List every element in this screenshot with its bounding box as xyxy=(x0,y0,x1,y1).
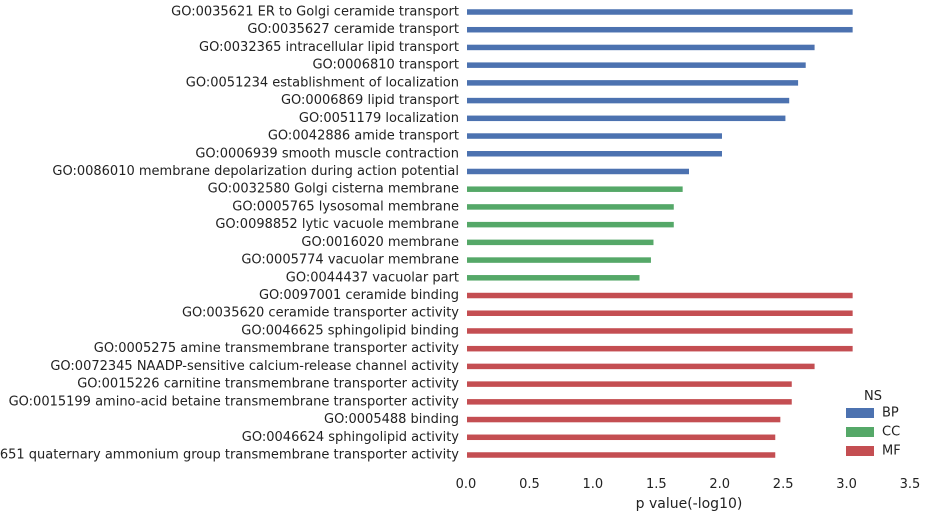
category-label: GO:0098852 lytic vacuole membrane xyxy=(215,217,459,232)
category-label: GO:0006869 lipid transport xyxy=(281,93,459,108)
x-tick-label: 0.5 xyxy=(519,477,540,492)
category-label: GO:0051179 localization xyxy=(299,111,459,126)
category-label: GO:0015651 quaternary ammonium group tra… xyxy=(0,448,459,463)
category-label: GO:0005765 lysosomal membrane xyxy=(232,199,459,214)
x-tick-label: 1.0 xyxy=(583,477,604,492)
category-label: GO:0046624 sphingolipid activity xyxy=(242,430,460,445)
category-label: GO:0035620 ceramide transporter activity xyxy=(182,306,459,321)
bar-mf xyxy=(467,452,776,458)
bar-bp xyxy=(467,26,853,33)
legend-title: NS xyxy=(864,389,882,404)
bar-mf xyxy=(467,310,853,316)
category-label: GO:0032580 Golgi cisterna membrane xyxy=(208,182,459,197)
x-axis-title: p value(-log10) xyxy=(636,496,743,512)
category-label: GO:0006810 transport xyxy=(312,58,459,73)
x-tick-label: 1.5 xyxy=(646,477,667,492)
category-label: GO:0005774 vacuolar membrane xyxy=(241,253,459,268)
bar-bp xyxy=(467,44,815,51)
category-label: GO:0046625 sphingolipid binding xyxy=(241,323,459,338)
category-label: GO:0015226 carnitine transmembrane trans… xyxy=(77,377,459,392)
bar-mf xyxy=(467,381,792,387)
bar-mf xyxy=(467,363,815,370)
category-label: GO:0051234 establishment of localization xyxy=(186,75,459,90)
category-label: GO:0035627 ceramide transport xyxy=(247,22,459,37)
category-label: GO:0042886 amide transport xyxy=(268,129,459,144)
x-axis-ticks: 0.0 0.5 1.0 1.5 2.0 2.5 3.0 3.5 xyxy=(456,477,921,492)
legend-swatch-mf xyxy=(846,446,874,456)
category-label: GO:0006939 smooth muscle contraction xyxy=(195,146,459,161)
bar-bp xyxy=(467,80,799,86)
legend-swatch-bp xyxy=(846,408,874,418)
x-tick-label: 2.5 xyxy=(773,477,794,492)
bar-mf xyxy=(467,292,853,299)
bar-cc xyxy=(467,221,674,228)
category-label: GO:0097001 ceramide binding xyxy=(259,288,459,303)
bar-mf xyxy=(467,416,781,423)
bar-bp xyxy=(467,168,689,175)
legend-label-bp: BP xyxy=(882,406,899,421)
legend-label-mf: MF xyxy=(882,444,901,459)
category-label: GO:0072345 NAADP-sensitive calcium-relea… xyxy=(50,359,459,374)
bar-bp xyxy=(467,115,786,122)
bar-cc xyxy=(467,186,683,192)
legend-swatch-cc xyxy=(846,427,874,437)
bar-bp xyxy=(467,9,853,15)
category-label: GO:0032365 intracellular lipid transport xyxy=(199,40,459,55)
category-label: GO:0005275 amine transmembrane transport… xyxy=(94,341,460,356)
category-label: GO:0016020 membrane xyxy=(301,235,459,250)
category-label: GO:0015199 amino-acid betaine transmembr… xyxy=(9,394,460,409)
category-label: GO:0086010 membrane depolarization durin… xyxy=(52,164,459,179)
bar-cc xyxy=(467,275,640,281)
x-tick-label: 3.0 xyxy=(836,477,857,492)
x-tick-label: 0.0 xyxy=(456,477,477,492)
bar-bp xyxy=(467,133,722,139)
bar-mf xyxy=(467,328,853,334)
bar-mf xyxy=(467,399,792,405)
bars-layer xyxy=(467,9,853,458)
bar-mf xyxy=(467,434,776,441)
legend-label-cc: CC xyxy=(882,425,900,440)
category-labels: GO:0035621 ER to Golgi ceramide transpor… xyxy=(0,5,459,463)
category-label: GO:0044437 vacuolar part xyxy=(286,270,459,285)
x-tick-label: 2.0 xyxy=(709,477,730,492)
bar-bp xyxy=(467,151,722,157)
x-tick-label: 3.5 xyxy=(900,477,921,492)
category-label: GO:0005488 binding xyxy=(324,412,459,427)
bar-mf xyxy=(467,345,853,352)
bar-bp xyxy=(467,97,790,104)
bar-cc xyxy=(467,257,651,263)
bar-bp xyxy=(467,62,806,68)
bar-cc xyxy=(467,204,674,210)
bar-cc xyxy=(467,239,654,246)
category-label: GO:0035621 ER to Golgi ceramide transpor… xyxy=(171,5,459,20)
